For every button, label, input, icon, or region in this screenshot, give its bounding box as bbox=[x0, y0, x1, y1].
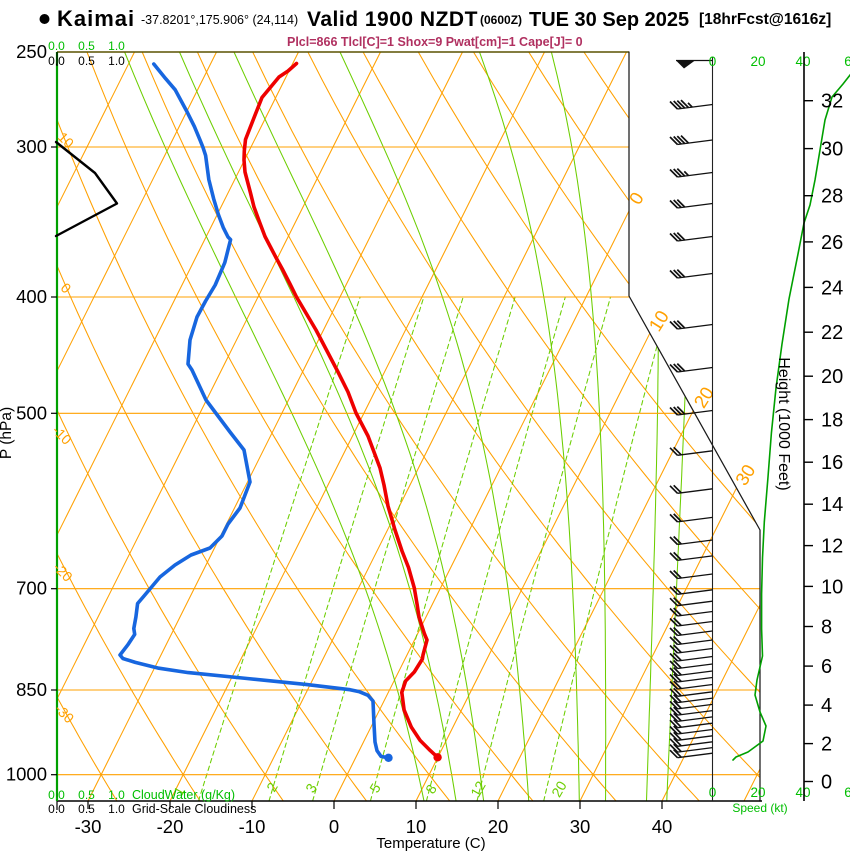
svg-text:12: 12 bbox=[821, 536, 843, 558]
svg-text:TUE 30 Sep 2025: TUE 30 Sep 2025 bbox=[529, 9, 689, 31]
svg-text:0.0: 0.0 bbox=[48, 788, 65, 802]
svg-text:-20: -20 bbox=[157, 816, 184, 837]
svg-text:6: 6 bbox=[844, 785, 850, 800]
svg-text:0: 0 bbox=[329, 816, 339, 837]
svg-text:8: 8 bbox=[821, 617, 832, 639]
svg-text:250: 250 bbox=[16, 41, 47, 62]
svg-text:0.5: 0.5 bbox=[78, 54, 95, 68]
svg-text:40: 40 bbox=[795, 785, 810, 800]
svg-text:-10: -10 bbox=[239, 816, 266, 837]
svg-text:0.5: 0.5 bbox=[78, 39, 95, 53]
svg-text:850: 850 bbox=[16, 679, 47, 700]
svg-text:10: 10 bbox=[821, 576, 843, 598]
svg-text:1.0: 1.0 bbox=[108, 802, 125, 816]
svg-text:0: 0 bbox=[709, 785, 717, 800]
svg-text:6: 6 bbox=[821, 656, 832, 678]
svg-text:18: 18 bbox=[821, 410, 843, 432]
svg-text:P (hPa): P (hPa) bbox=[0, 407, 15, 459]
svg-text:[18hrFcst@1616z]: [18hrFcst@1616z] bbox=[699, 11, 831, 28]
svg-text:(0600Z): (0600Z) bbox=[480, 13, 522, 27]
svg-text:Kaimai: Kaimai bbox=[57, 6, 135, 31]
svg-text:28: 28 bbox=[821, 186, 843, 208]
svg-text:0: 0 bbox=[709, 54, 717, 69]
svg-text:0.5: 0.5 bbox=[78, 802, 95, 816]
svg-text:700: 700 bbox=[16, 578, 47, 599]
svg-text:10: 10 bbox=[406, 816, 427, 837]
svg-text:500: 500 bbox=[16, 402, 47, 423]
svg-text:Valid 1900 NZDT: Valid 1900 NZDT bbox=[307, 8, 478, 31]
svg-text:0.0: 0.0 bbox=[48, 39, 65, 53]
svg-text:26: 26 bbox=[821, 232, 843, 254]
svg-text:20: 20 bbox=[548, 778, 570, 800]
svg-text:Height (1000 Feet): Height (1000 Feet) bbox=[775, 357, 792, 490]
svg-text:4: 4 bbox=[821, 695, 832, 717]
svg-text:0: 0 bbox=[821, 772, 832, 794]
svg-text:30: 30 bbox=[821, 139, 843, 161]
svg-text:14: 14 bbox=[821, 494, 843, 516]
svg-text:0.5: 0.5 bbox=[78, 788, 95, 802]
svg-text:1000: 1000 bbox=[6, 764, 47, 785]
svg-text:1.0: 1.0 bbox=[108, 788, 125, 802]
svg-text:20: 20 bbox=[488, 816, 509, 837]
svg-text:30: 30 bbox=[570, 816, 591, 837]
svg-text:16: 16 bbox=[821, 452, 843, 474]
svg-text:6: 6 bbox=[844, 54, 850, 69]
svg-text:20: 20 bbox=[750, 785, 765, 800]
svg-text:Grid-Scale Cloudiness: Grid-Scale Cloudiness bbox=[132, 802, 256, 816]
svg-text:Speed (kt): Speed (kt) bbox=[732, 801, 787, 815]
svg-text:40: 40 bbox=[652, 816, 673, 837]
svg-text:32: 32 bbox=[821, 91, 843, 113]
svg-text:20: 20 bbox=[821, 366, 843, 388]
svg-text:2: 2 bbox=[821, 734, 832, 756]
svg-text:-30: -30 bbox=[75, 816, 102, 837]
svg-text:22: 22 bbox=[821, 322, 843, 344]
svg-text:24: 24 bbox=[821, 277, 843, 299]
svg-text:Plcl=866 Tlcl[C]=1 Shox=9 Pwat: Plcl=866 Tlcl[C]=1 Shox=9 Pwat[cm]=1 Cap… bbox=[287, 35, 583, 49]
svg-text:12: 12 bbox=[467, 778, 489, 800]
svg-text:CloudWater (g/Kg): CloudWater (g/Kg) bbox=[132, 788, 235, 802]
svg-text:400: 400 bbox=[16, 286, 47, 307]
svg-text:1.0: 1.0 bbox=[108, 39, 125, 53]
svg-text:-37.8201°,175.906° (24,114): -37.8201°,175.906° (24,114) bbox=[141, 13, 298, 27]
svg-text:40: 40 bbox=[795, 54, 810, 69]
svg-text:Temperature (C): Temperature (C) bbox=[376, 835, 485, 852]
svg-text:20: 20 bbox=[750, 54, 765, 69]
svg-text:1.0: 1.0 bbox=[108, 54, 125, 68]
svg-text:300: 300 bbox=[16, 136, 47, 157]
